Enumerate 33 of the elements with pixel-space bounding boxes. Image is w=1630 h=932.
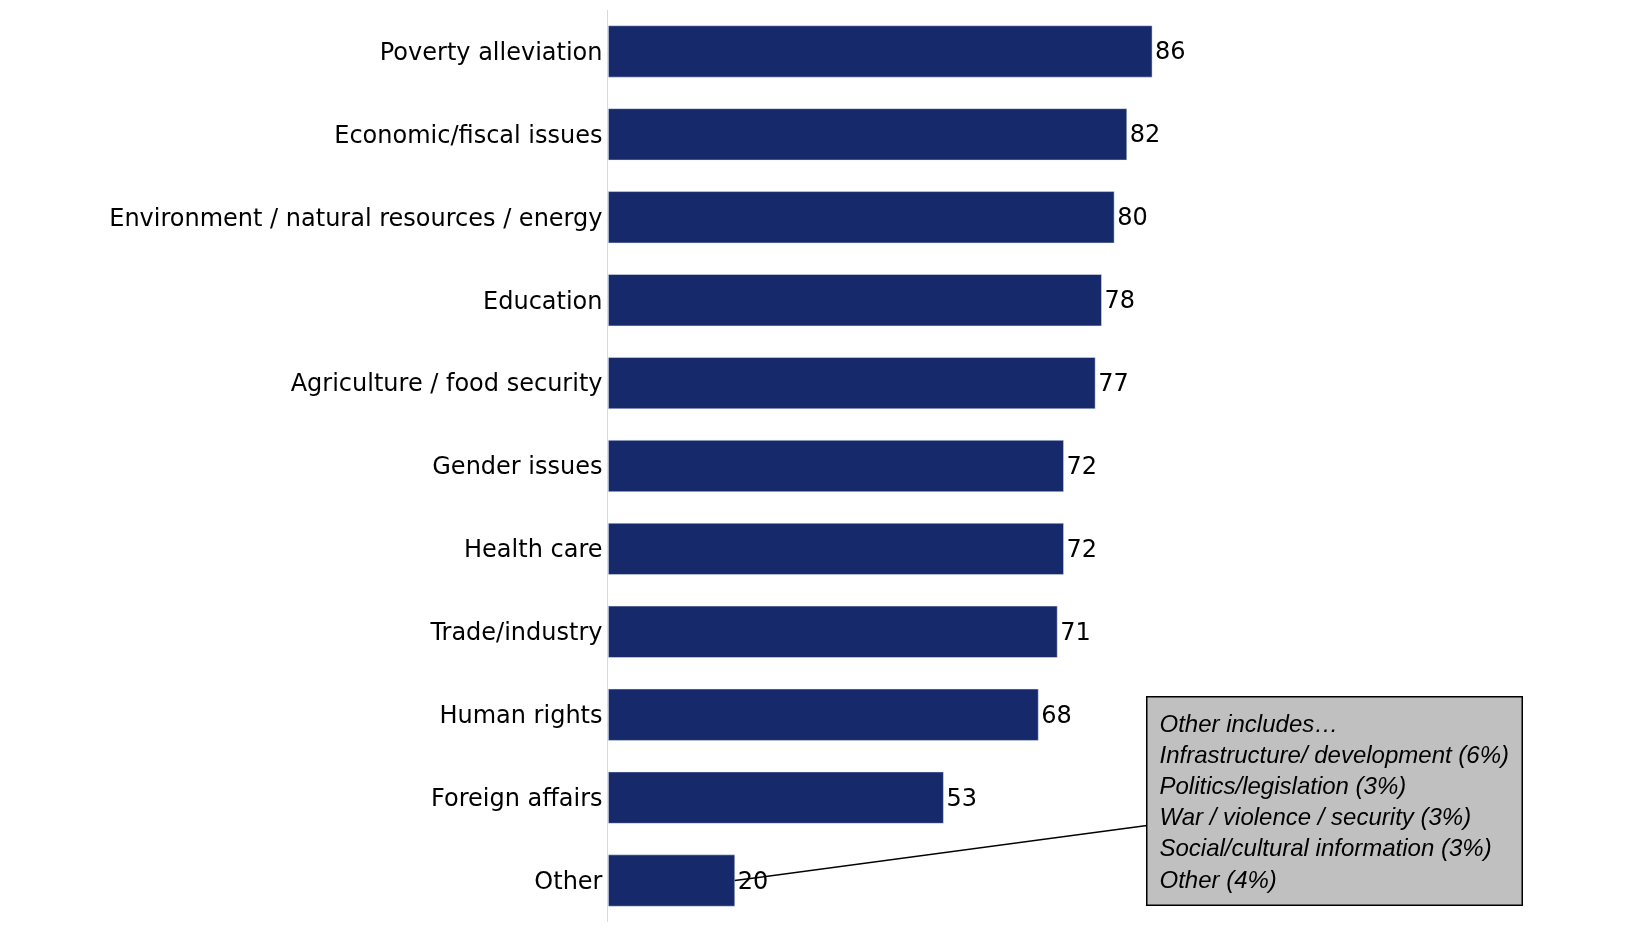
y-tick-label: Environment / natural resources / energy [109, 203, 603, 232]
bar [608, 108, 1128, 161]
bar [608, 522, 1064, 575]
y-tick-label: Agriculture / food security [290, 369, 603, 398]
data-label: 71 [1060, 617, 1091, 646]
y-tick-label: Poverty alleviation [379, 37, 603, 66]
bar [608, 854, 736, 907]
bar [608, 688, 1039, 741]
y-tick-label: Human rights [439, 701, 603, 730]
y-tick-label: Foreign affairs [431, 784, 603, 813]
bar [608, 274, 1102, 327]
y-tick-label: Education [483, 286, 603, 315]
data-label: 82 [1129, 120, 1161, 149]
data-label: 77 [1098, 369, 1129, 398]
data-label: 80 [1117, 203, 1148, 232]
data-label: 68 [1041, 700, 1072, 729]
bar [608, 25, 1153, 78]
y-tick-label: Gender issues [432, 452, 603, 481]
data-label: 53 [946, 783, 977, 812]
data-label: 86 [1155, 37, 1186, 66]
bar [608, 191, 1115, 244]
y-tick-label: Economic/fiscal issues [334, 120, 603, 149]
bar [608, 771, 944, 824]
y-tick-label: Trade/industry [429, 618, 603, 647]
data-label: 78 [1104, 286, 1136, 315]
bar [608, 605, 1058, 658]
data-label: 72 [1066, 452, 1098, 480]
y-tick-label: Other [534, 866, 603, 895]
annotation: Other includes… Infrastructure/ development (6%) Politics/legislation (3%) War / violence / security (3%) Social/cultural information (3%) Other (4%) [1159, 709, 1509, 893]
y-tick-label: Health care [464, 535, 603, 564]
bar [608, 357, 1096, 410]
data-label: 72 [1066, 534, 1098, 563]
bar [608, 440, 1064, 492]
